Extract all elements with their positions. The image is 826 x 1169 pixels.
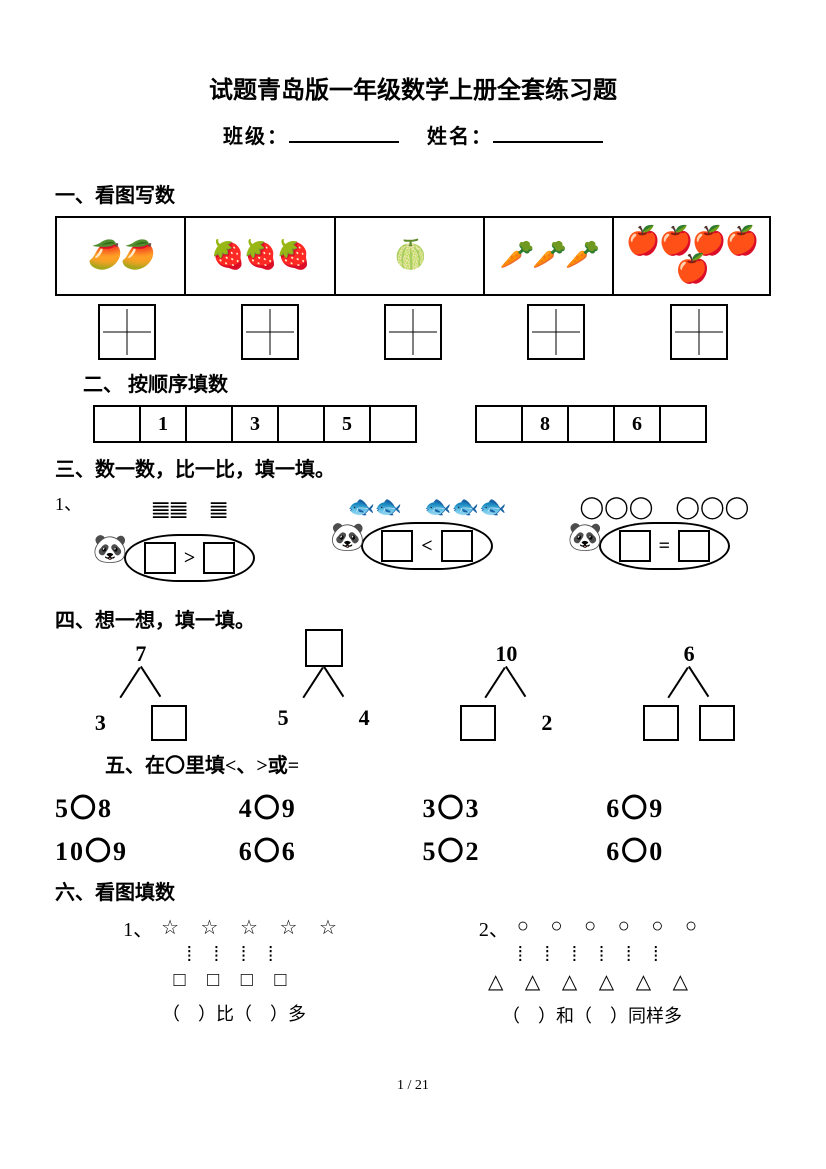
worksheet-page: 试题青岛版一年级数学上册全套练习题 班级： 姓名： 一、看图写数 🥭🥭 🍓🍓🍓 … — [0, 0, 826, 1124]
q4-left: 3 — [95, 710, 106, 736]
q4-right: 2 — [541, 710, 552, 736]
q2-strip-2: 8 6 — [477, 405, 707, 443]
q5-head: 五、在〇里填<、>或= — [105, 749, 771, 778]
q6-shape-row: ○ ○ ○ ○ ○ ○ — [517, 915, 705, 940]
q4-box[interactable] — [643, 705, 679, 741]
q6-link-row: ⁞ ⁞ ⁞ ⁞ ⁞ ⁞ — [413, 944, 771, 967]
q1-head: 一、看图写数 — [55, 179, 771, 208]
q2-cell[interactable] — [475, 405, 523, 443]
q4-row: 7 3 54 10 2 6 — [59, 641, 771, 741]
q3-row: 𝍤𝍤𝍤 🐼> 🐟🐟🐟🐟🐟 🐼< ◯◯◯◯◯◯ 🐼= — [83, 494, 771, 582]
q2-strip-1: 1 3 5 — [95, 405, 417, 443]
q3-left-pic: ◯◯◯ — [579, 494, 653, 520]
q3-op: = — [659, 535, 670, 558]
q1-answer-box[interactable] — [670, 304, 728, 360]
q2-cell[interactable] — [185, 405, 233, 443]
q5-expr: 4〇9 — [239, 788, 404, 825]
q6-caption: （ ）比（ ）多 — [55, 1000, 413, 1026]
q1-pic-1: 🍓🍓🍓 — [187, 242, 333, 270]
q1-picture-table: 🥭🥭 🍓🍓🍓 🍈 🥕🥕🥕 🍎🍎🍎🍎🍎 — [55, 216, 771, 296]
q6-head: 六、看图填数 — [55, 876, 771, 905]
q6-left: 1、 ☆ ☆ ☆ ☆ ☆ ⁞ ⁞ ⁞ ⁞ □ □ □ □ （ ）比（ ）多 — [55, 913, 413, 1028]
q4-right: 4 — [359, 705, 370, 731]
q6-caption: （ ）和（ ）同样多 — [413, 1002, 771, 1028]
q3-item: 🐟🐟🐟🐟🐟 🐼< — [320, 494, 533, 582]
panda-icon: 🐼 — [330, 524, 365, 552]
class-label: 班级： — [223, 126, 289, 148]
q5-expr: 3〇3 — [423, 788, 588, 825]
q3-index: 1、 — [55, 490, 83, 516]
q1-pic-3: 🥕🥕🥕 — [486, 242, 611, 270]
q1-answer-box[interactable] — [241, 304, 299, 360]
q2-cell[interactable] — [659, 405, 707, 443]
q3-box[interactable] — [144, 542, 176, 574]
q6-shape-row: △ △ △ △ △ △ — [413, 969, 771, 994]
q4-pair: 7 3 — [59, 641, 223, 741]
q2-head: 二、 按顺序填数 — [83, 368, 771, 397]
q2-cell[interactable] — [369, 405, 417, 443]
q5-expr: 6〇9 — [606, 788, 771, 825]
q4-left: 5 — [278, 705, 289, 731]
q5-expr: 6〇0 — [606, 831, 771, 868]
q1-pic-0: 🥭🥭 — [58, 242, 183, 270]
q3-op: < — [421, 535, 432, 558]
q4-pair: 54 — [242, 641, 406, 741]
q3-head: 三、数一数，比一比，填一填。 — [55, 453, 771, 482]
q3-box[interactable] — [619, 530, 651, 562]
q1-answer-row — [55, 304, 771, 360]
q2-cell[interactable] — [277, 405, 325, 443]
q3-box[interactable] — [441, 530, 473, 562]
panda-icon: 🐼 — [93, 536, 128, 564]
q5-expr: 5〇2 — [423, 831, 588, 868]
q2-cell[interactable] — [567, 405, 615, 443]
q2-cell: 3 — [231, 405, 279, 443]
q5-block: 5〇8 4〇9 3〇3 6〇9 10〇9 6〇6 5〇2 6〇0 — [55, 788, 771, 868]
q6-right: 2、 ○ ○ ○ ○ ○ ○ ⁞ ⁞ ⁞ ⁞ ⁞ ⁞ △ △ △ △ △ △ （… — [413, 913, 771, 1028]
name-blank[interactable] — [493, 123, 603, 143]
q3-item: 𝍤𝍤𝍤 🐼> — [83, 494, 296, 582]
q6-index: 2、 — [479, 913, 509, 942]
q6-link-row: ⁞ ⁞ ⁞ ⁞ — [55, 944, 413, 967]
q4-head: 四、想一想，填一填。 — [55, 604, 771, 633]
class-blank[interactable] — [289, 123, 399, 143]
q3-item: ◯◯◯ ◯◯◯ 🐼 = — [558, 494, 771, 582]
panda-icon: 🐼 — [568, 524, 603, 552]
q5-expr: 6〇6 — [239, 831, 404, 868]
q6-shape-row: □ □ □ □ — [55, 969, 413, 992]
q6-shape-row: ☆ ☆ ☆ ☆ ☆ — [161, 915, 345, 940]
q6-row: 1、 ☆ ☆ ☆ ☆ ☆ ⁞ ⁞ ⁞ ⁞ □ □ □ □ （ ）比（ ）多 2、… — [55, 913, 771, 1028]
q4-box[interactable] — [460, 705, 496, 741]
q4-pair: 10 2 — [425, 641, 589, 741]
q2-cell: 8 — [521, 405, 569, 443]
q3-op: > — [184, 547, 195, 570]
q2-cell[interactable] — [93, 405, 141, 443]
q6-index: 1、 — [123, 913, 153, 942]
q3-right-pic: 𝍤 — [210, 494, 228, 532]
q3-right-pic: ◯◯◯ — [675, 494, 749, 520]
q1-answer-box[interactable] — [384, 304, 442, 360]
q3-right-pic: 🐟🐟🐟 — [424, 494, 506, 520]
q3-left-pic: 🐟🐟 — [348, 494, 403, 520]
name-line: 班级： 姓名： — [55, 120, 771, 149]
q5-expr: 5〇8 — [55, 788, 220, 825]
page-footer: 1 / 21 — [55, 1078, 771, 1094]
q3-box[interactable] — [381, 530, 413, 562]
q3-box[interactable] — [678, 530, 710, 562]
q2-cell: 5 — [323, 405, 371, 443]
q3-left-pic: 𝍤𝍤 — [152, 494, 188, 532]
q4-pair: 6 — [607, 641, 771, 741]
name-label: 姓名： — [427, 126, 493, 148]
q5-expr: 10〇9 — [55, 831, 220, 868]
q3-box[interactable] — [203, 542, 235, 574]
q1-pic-4: 🍎🍎🍎🍎🍎 — [615, 228, 768, 284]
q2-strips: 1 3 5 8 6 — [95, 405, 771, 443]
q2-cell: 6 — [613, 405, 661, 443]
q1-pic-2: 🍈 — [337, 242, 483, 270]
q1-answer-box[interactable] — [98, 304, 156, 360]
q2-cell: 1 — [139, 405, 187, 443]
q1-answer-box[interactable] — [527, 304, 585, 360]
page-title: 试题青岛版一年级数学上册全套练习题 — [55, 70, 771, 105]
